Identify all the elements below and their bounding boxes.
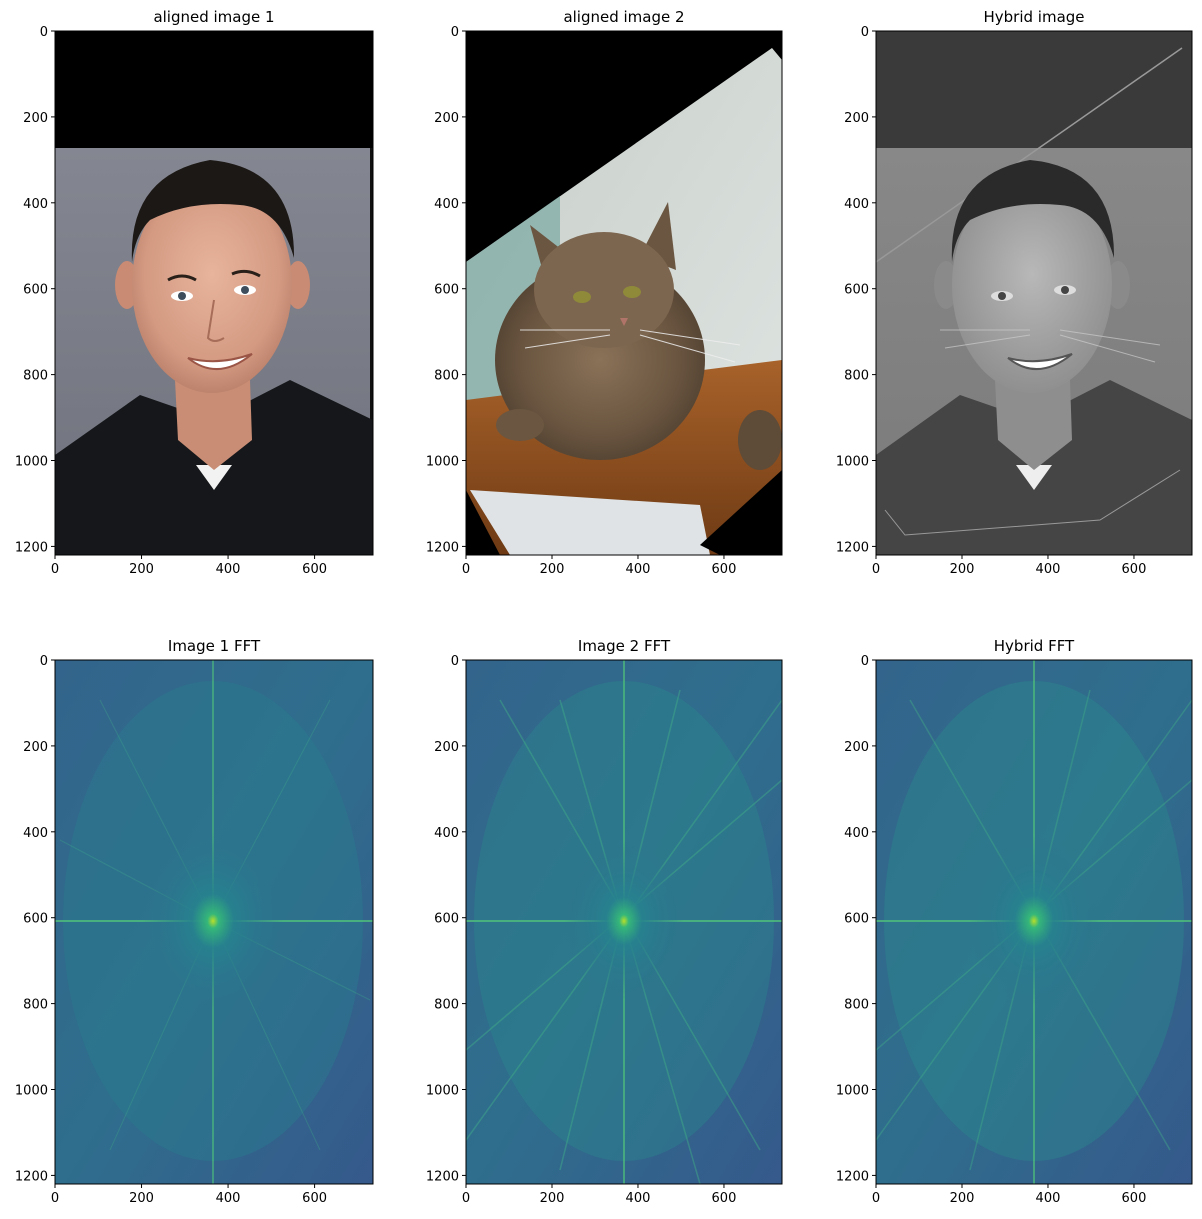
y-tick-label: 400 <box>844 197 869 212</box>
fft-hybrid <box>876 660 1192 1184</box>
panel-hybrid-fft <box>875 659 1193 1185</box>
y-tick-label: 400 <box>434 197 459 212</box>
axes-6: Hybrid FFT 0 200 400 600 0 200 400 600 800 1000 120… <box>836 637 1146 1206</box>
y-tick-label: 600 <box>434 283 459 298</box>
y-tick-label: 800 <box>844 998 869 1013</box>
x-tick-label: 200 <box>129 562 154 577</box>
y-tick-label: 800 <box>23 369 48 384</box>
x-tick-label: 200 <box>950 562 975 577</box>
y-tick-label: 600 <box>23 283 48 298</box>
y-tick-label: 1200 <box>426 540 459 555</box>
y-tick-label: 1200 <box>15 540 48 555</box>
axes-title: aligned image 1 <box>153 8 274 26</box>
x-tick-label: 600 <box>712 562 737 577</box>
panel-aligned-image-2 <box>465 30 783 556</box>
y-tick-label: 0 <box>40 654 48 669</box>
axes-title: aligned image 2 <box>563 8 684 26</box>
y-tick-label: 600 <box>434 912 459 927</box>
x-tick-label: 0 <box>872 562 880 577</box>
x-tick-label: 600 <box>1122 562 1147 577</box>
x-tick-label: 400 <box>1036 1191 1061 1206</box>
x-tick-label: 200 <box>129 1191 154 1206</box>
x-tick-label: 0 <box>462 562 470 577</box>
axes-5: Image 2 FFT 0 200 400 600 0 200 400 600 800 1000 12… <box>426 637 736 1206</box>
y-tick-label: 800 <box>23 998 48 1013</box>
y-tick-label: 600 <box>844 283 869 298</box>
y-tick-label: 200 <box>434 740 459 755</box>
hybrid-image <box>876 31 1192 555</box>
y-tick-label: 1000 <box>15 1084 48 1099</box>
x-tick-label: 600 <box>712 1191 737 1206</box>
y-tick-label: 600 <box>844 912 869 927</box>
x-tick-label: 0 <box>51 562 59 577</box>
fft-image-1 <box>55 660 373 1184</box>
y-tick-label: 1200 <box>426 1169 459 1184</box>
axes-title: Image 1 FFT <box>168 637 261 655</box>
axes-1: aligned image 1 0 200 400 600 0 200 400 600 800 10… <box>15 8 327 577</box>
y-tick-label: 800 <box>434 369 459 384</box>
axes-3: Hybrid image 0 200 400 600 0 200 400 600 800 1000 1… <box>836 8 1146 577</box>
y-tick-label: 200 <box>23 740 48 755</box>
cat-image <box>466 31 782 555</box>
y-tick-label: 1000 <box>426 1084 459 1099</box>
y-tick-label: 1200 <box>836 540 869 555</box>
y-tick-label: 1000 <box>836 1084 869 1099</box>
axes-4: Image 1 FFT 0 200 400 600 0 200 400 600 800 1000 12… <box>15 637 327 1206</box>
y-tick-label: 400 <box>23 197 48 212</box>
y-tick-label: 1000 <box>426 455 459 470</box>
y-tick-label: 600 <box>23 912 48 927</box>
x-tick-label: 0 <box>51 1191 59 1206</box>
y-tick-label: 400 <box>434 826 459 841</box>
y-tick-label: 200 <box>23 111 48 126</box>
y-tick-label: 1200 <box>15 1169 48 1184</box>
y-tick-label: 0 <box>861 25 869 40</box>
panel-image-2-fft <box>465 659 783 1185</box>
y-tick-label: 1000 <box>836 455 869 470</box>
y-tick-label: 400 <box>23 826 48 841</box>
panel-aligned-image-1 <box>54 30 374 556</box>
x-tick-label: 0 <box>872 1191 880 1206</box>
portrait-image <box>55 31 373 555</box>
y-tick-label: 0 <box>451 654 459 669</box>
fft-image-2 <box>466 660 782 1184</box>
y-tick-label: 1200 <box>836 1169 869 1184</box>
y-tick-label: 800 <box>434 998 459 1013</box>
x-tick-label: 600 <box>302 1191 327 1206</box>
axes-2: aligned image 2 0 200 400 600 0 200 400 600 800 10… <box>426 8 736 577</box>
x-tick-label: 200 <box>540 1191 565 1206</box>
y-tick-label: 0 <box>861 654 869 669</box>
axes-title: Hybrid FFT <box>994 637 1075 655</box>
y-tick-label: 0 <box>451 25 459 40</box>
x-tick-label: 400 <box>216 1191 241 1206</box>
x-tick-label: 400 <box>626 1191 651 1206</box>
x-tick-label: 0 <box>462 1191 470 1206</box>
axes-title: Image 2 FFT <box>578 637 671 655</box>
y-tick-label: 200 <box>434 111 459 126</box>
x-tick-label: 400 <box>626 562 651 577</box>
axes-title: Hybrid image <box>983 8 1084 26</box>
y-tick-label: 1000 <box>15 455 48 470</box>
x-tick-label: 200 <box>540 562 565 577</box>
panel-hybrid-image <box>875 30 1193 556</box>
x-tick-label: 200 <box>950 1191 975 1206</box>
x-tick-label: 600 <box>1122 1191 1147 1206</box>
x-tick-label: 600 <box>302 562 327 577</box>
panel-image-1-fft <box>54 659 374 1185</box>
y-tick-label: 400 <box>844 826 869 841</box>
x-tick-label: 400 <box>1036 562 1061 577</box>
y-tick-label: 800 <box>844 369 869 384</box>
x-tick-label: 400 <box>216 562 241 577</box>
y-tick-label: 200 <box>844 111 869 126</box>
y-tick-label: 0 <box>40 25 48 40</box>
y-tick-label: 200 <box>844 740 869 755</box>
